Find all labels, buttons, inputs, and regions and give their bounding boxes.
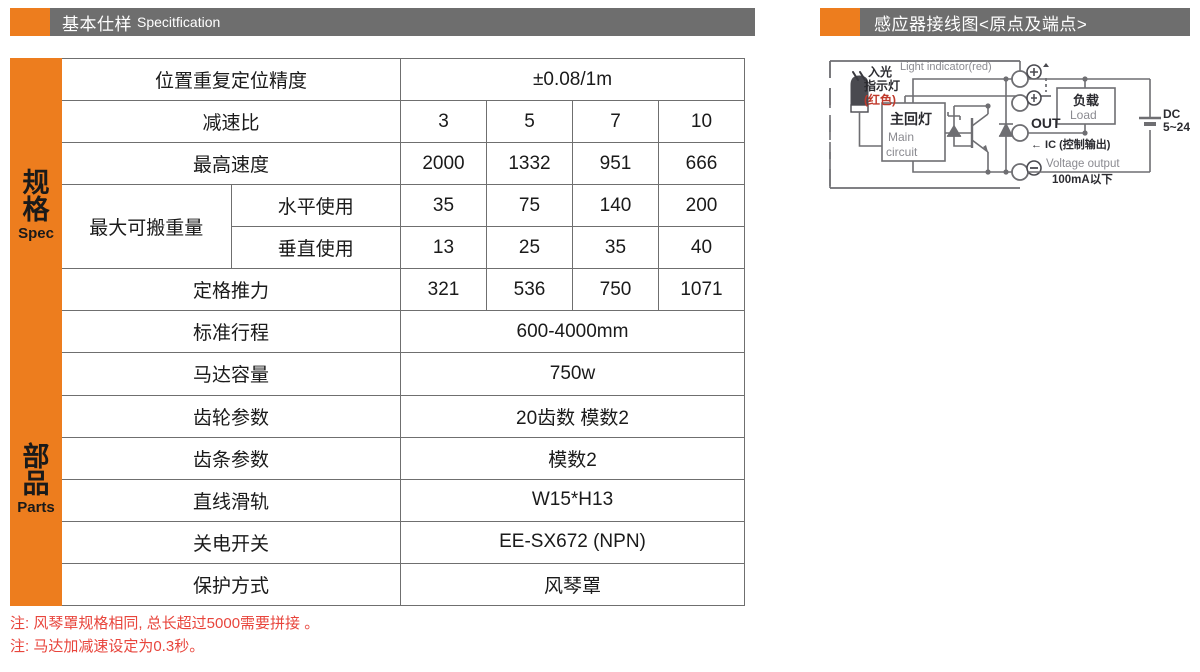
table-row: 定格推力 321 536 750 1071 bbox=[11, 268, 745, 312]
row-label-motor-capacity: 马达容量 bbox=[61, 352, 401, 396]
label-main-circuit-en1: Main bbox=[888, 130, 914, 144]
specification-table: 规格 Spec 位置重复定位精度 ±0.08/1m 减速比 3 5 7 10 最… bbox=[10, 57, 745, 607]
row-value-horizontal-2: 75 bbox=[486, 184, 573, 228]
row-value-motor-capacity: 750w bbox=[400, 352, 745, 396]
spec-header-title-cn: 基本仕样 bbox=[62, 14, 132, 34]
table-row: 规格 Spec 位置重复定位精度 ±0.08/1m bbox=[10, 57, 745, 354]
row-value-rated-thrust-4: 1071 bbox=[658, 268, 745, 312]
sensor-wiring-diagram: Light indicator(red) 入光 指示灯 (红色) 主回灯 Mai… bbox=[820, 48, 1190, 213]
table-row: 垂直使用 13 25 35 40 bbox=[11, 226, 745, 270]
table-row: 标准行程 600-4000mm bbox=[11, 310, 745, 354]
row-label-protection: 保护方式 bbox=[61, 562, 401, 607]
row-label-reduction-ratio: 减速比 bbox=[61, 100, 401, 144]
row-value-horizontal-1: 35 bbox=[400, 184, 487, 228]
terminal-circles bbox=[1011, 70, 1029, 181]
row-value-max-speed-3: 951 bbox=[572, 142, 659, 186]
group-label-parts-en: Parts bbox=[17, 498, 55, 516]
row-label-max-speed: 最高速度 bbox=[61, 142, 401, 186]
table-row: 减速比 3 5 7 10 bbox=[11, 100, 745, 144]
row-value-standard-stroke: 600-4000mm bbox=[400, 310, 745, 354]
row-value-vertical-1: 13 bbox=[400, 226, 487, 270]
row-value-max-speed-1: 2000 bbox=[400, 142, 487, 186]
table-row: 保护方式 风琴罩 bbox=[11, 562, 745, 607]
table-row: 部品 Parts 马达容量 750w bbox=[10, 352, 745, 606]
table-row: 齿条参数 模数2 bbox=[11, 436, 745, 480]
row-value-reduction-ratio-2: 5 bbox=[486, 100, 573, 144]
label-current-limit: 100mA以下 bbox=[1052, 173, 1113, 186]
row-value-vertical-4: 40 bbox=[658, 226, 745, 270]
row-label-gear-params: 齿轮参数 bbox=[61, 394, 401, 438]
row-sublabel-horizontal: 水平使用 bbox=[230, 184, 401, 228]
terminal-symbols bbox=[1026, 63, 1051, 176]
row-value-repeatability: ±0.08/1m bbox=[400, 57, 745, 102]
row-label-rated-thrust: 定格推力 bbox=[61, 268, 401, 312]
label-light-indicator-cn2: 指示灯 bbox=[864, 78, 900, 93]
row-label-max-payload: 最大可搬重量 bbox=[61, 184, 232, 270]
label-light-indicator-cn1: 入光 bbox=[868, 64, 892, 79]
row-label-repeatability: 位置重复定位精度 bbox=[61, 57, 401, 102]
row-value-reduction-ratio-3: 7 bbox=[572, 100, 659, 144]
spec-section-header: 基本仕样 Specitfication bbox=[10, 8, 755, 36]
row-value-rated-thrust-3: 750 bbox=[572, 268, 659, 312]
label-light-indicator-en: Light indicator(red) bbox=[900, 61, 992, 73]
row-value-protection: 风琴罩 bbox=[400, 562, 745, 607]
label-dc-line1: DC bbox=[1163, 107, 1181, 121]
group-label-parts: 部品 Parts bbox=[10, 352, 62, 606]
label-voltage-output: Voltage output bbox=[1046, 158, 1120, 170]
label-out: OUT bbox=[1031, 115, 1061, 131]
row-value-rack-params: 模数2 bbox=[400, 436, 745, 480]
group-label-parts-cn: 部品 bbox=[22, 441, 50, 499]
table-row: 最大可搬重量 水平使用 35 75 140 200 bbox=[11, 184, 745, 270]
row-value-horizontal-3: 140 bbox=[572, 184, 659, 228]
label-load-cn: 负载 bbox=[1073, 93, 1099, 108]
group-label-spec-cn: 规格 bbox=[22, 168, 50, 226]
header-accent-swatch bbox=[820, 8, 860, 36]
wiring-header-bar: 感应器接线图<原点及端点> bbox=[860, 8, 1190, 36]
row-value-max-speed-4: 666 bbox=[658, 142, 745, 186]
row-value-max-speed-2: 1332 bbox=[486, 142, 573, 186]
label-dc-line2: 5~24V bbox=[1163, 120, 1190, 134]
label-main-circuit-cn: 主回灯 bbox=[890, 111, 932, 127]
row-value-rated-thrust-2: 536 bbox=[486, 268, 573, 312]
label-load-en: Load bbox=[1070, 108, 1097, 122]
note-line-1: 注: 风琴罩规格相同, 总长超过5000需要拼接 。 bbox=[10, 615, 320, 632]
label-light-indicator-cn3: (红色) bbox=[864, 92, 896, 107]
row-value-reduction-ratio-4: 10 bbox=[658, 100, 745, 144]
table-row: 最高速度 2000 1332 951 666 bbox=[11, 142, 745, 186]
led-indicator-icon bbox=[850, 71, 869, 113]
wiring-section-header: 感应器接线图<原点及端点> bbox=[820, 8, 1190, 36]
row-value-vertical-3: 35 bbox=[572, 226, 659, 270]
row-value-rated-thrust-1: 321 bbox=[400, 268, 487, 312]
row-label-limit-switch: 关电开关 bbox=[61, 520, 401, 564]
label-ic-control: ← IC (控制输出) bbox=[1031, 137, 1111, 151]
group-label-spec: 规格 Spec bbox=[10, 57, 62, 354]
row-value-vertical-2: 25 bbox=[486, 226, 573, 270]
label-main-circuit-en2: circuit bbox=[886, 145, 918, 159]
note-line-2: 注: 马达加减速设定为0.3秒。 bbox=[10, 638, 205, 656]
spec-header-title-en: Specitfication bbox=[137, 14, 221, 30]
table-row: 关电开关 EE-SX672 (NPN) bbox=[11, 520, 745, 564]
group-label-spec-en: Spec bbox=[18, 225, 54, 243]
wiring-diagram-svg: Light indicator(red) 入光 指示灯 (红色) 主回灯 Mai… bbox=[829, 60, 1190, 189]
row-label-linear-guide: 直线滑轨 bbox=[61, 478, 401, 522]
table-row: 直线滑轨 W15*H13 bbox=[11, 478, 745, 522]
spec-header-bar: 基本仕样 Specitfication bbox=[50, 8, 755, 36]
row-value-linear-guide: W15*H13 bbox=[400, 478, 745, 522]
table-row: 齿轮参数 20齿数 模数2 bbox=[11, 394, 745, 438]
row-sublabel-vertical: 垂直使用 bbox=[230, 226, 401, 270]
header-accent-swatch bbox=[10, 8, 50, 36]
external-circuit bbox=[985, 76, 1161, 175]
row-label-standard-stroke: 标准行程 bbox=[61, 310, 401, 354]
row-value-reduction-ratio-1: 3 bbox=[400, 100, 487, 144]
footer-notes: 注: 风琴罩规格相同, 总长超过5000需要拼接 。 注: 马达加减速设定为0.… bbox=[10, 612, 319, 659]
row-value-gear-params: 20齿数 模数2 bbox=[400, 394, 745, 438]
row-label-rack-params: 齿条参数 bbox=[61, 436, 401, 480]
row-value-limit-switch: EE-SX672 (NPN) bbox=[400, 520, 745, 564]
row-value-horizontal-4: 200 bbox=[658, 184, 745, 228]
wiring-header-title-cn: 感应器接线图<原点及端点> bbox=[874, 14, 1088, 34]
